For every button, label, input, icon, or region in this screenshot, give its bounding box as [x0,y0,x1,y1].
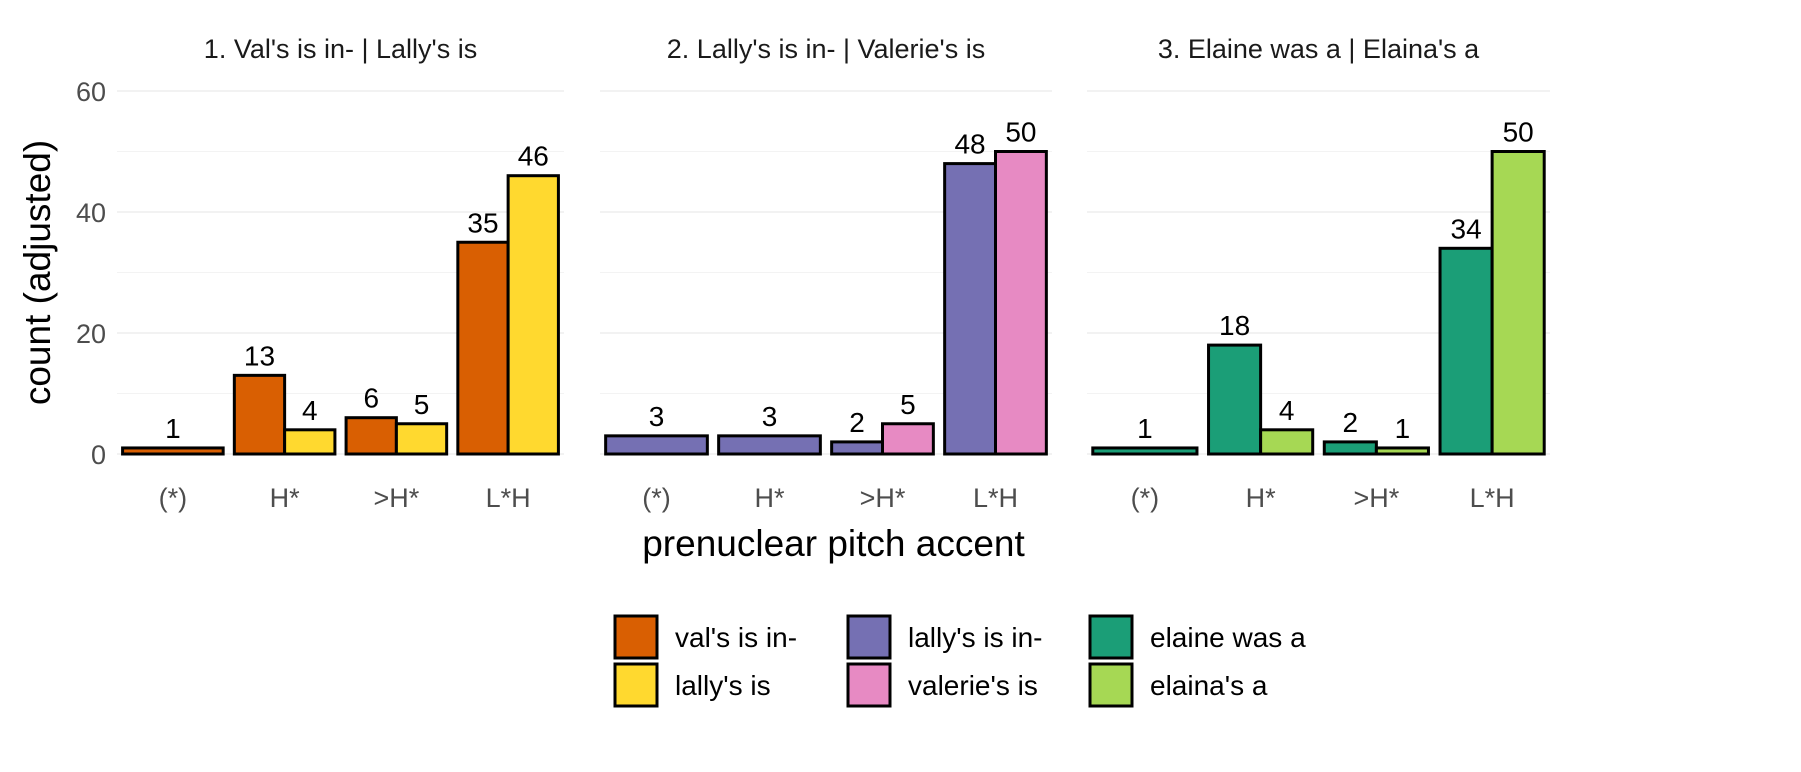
y-tick-label-2: 40 [76,198,106,228]
bar-p1-H*-val's is in- [232,373,287,456]
panel-2-title: 2. Lally's is in- | Valerie's is [667,34,985,64]
y-tick-label-3: 60 [76,77,106,107]
x-tick-label-p3-1: H* [1246,483,1276,513]
bar-p2-L*H-lally's is in- [943,162,998,456]
bar-value-label-p3-2-0: 2 [1343,407,1359,438]
legend-key-val's is in- [613,614,659,660]
bar-p1-(*)-val's is in- [121,446,225,456]
x-tick-label-p3-2: >H* [1353,483,1399,513]
bar-value-label-p3-3-0: 34 [1451,213,1482,244]
bar-p3-H*-elaina's a [1259,428,1315,456]
legend-key-valerie's is [846,662,892,708]
bar-value-label-p3-2-1: 1 [1395,413,1411,444]
x-tick-label-p1-2: >H* [373,483,419,513]
legend-label-1-1: valerie's is [908,670,1038,701]
bar-value-label-p2-3-1: 50 [1005,117,1036,148]
x-tick-label-p3-0: (*) [1131,483,1160,513]
bar-p2-(*)-lally's is in- [604,434,709,456]
bar-value-label-p3-1-1: 4 [1279,395,1295,426]
bar-value-label-p1-2-1: 5 [414,389,430,420]
bar-p2->H*-lally's is in- [830,440,885,456]
bar-p1-L*H-lally's is [506,174,560,456]
x-tick-label-p2-3: L*H [973,483,1018,513]
y-tick-label-1: 20 [76,319,106,349]
x-tick-label-p2-0: (*) [642,483,671,513]
legend-label-2-0: elaine was a [1150,622,1306,653]
y-tick-label-0: 0 [91,440,106,470]
legend-label-0-1: lally's is [675,670,771,701]
y-axis-title: count (adjusted) [17,140,58,405]
bar-p3->H*-elaina's a [1374,446,1430,456]
bar-value-label-p1-2-0: 6 [363,383,379,414]
bar-p1->H*-val's is in- [344,416,398,456]
bar-p2->H*-valerie's is [881,422,935,456]
legend-key-lally's is [613,662,659,708]
x-tick-label-p2-2: >H* [860,483,906,513]
bar-value-label-p2-1-0: 3 [762,401,778,432]
legend-label-1-0: lally's is in- [908,622,1042,653]
x-axis-title: prenuclear pitch accent [642,523,1025,564]
bar-p1->H*-lally's is [394,422,449,456]
legend-label-2-1: elaina's a [1150,670,1268,701]
bar-value-label-p1-1-1: 4 [302,395,318,426]
bar-value-label-p1-1-0: 13 [244,340,275,371]
bar-p3-(*)-elaine was a [1091,446,1199,456]
x-tick-label-p1-0: (*) [159,483,188,513]
legend-key-lally's is in- [846,614,892,660]
bar-p3->H*-elaine was a [1322,440,1378,456]
bar-value-label-p1-3-0: 35 [467,207,498,238]
bar-value-label-p1-3-1: 46 [518,141,549,172]
bar-p1-L*H-val's is in- [456,240,510,456]
legend-key-elaine was a [1088,614,1134,660]
bar-value-label-p3-3-1: 50 [1503,117,1534,148]
bar-value-label-p2-0-0: 3 [649,401,665,432]
x-tick-label-p1-1: H* [270,483,300,513]
bar-value-label-p2-3-0: 48 [954,129,985,160]
x-tick-label-p2-1: H* [754,483,784,513]
bar-value-label-p2-2-0: 2 [849,407,865,438]
legend-label-0-0: val's is in- [675,622,797,653]
bar-p3-H*-elaine was a [1207,343,1263,456]
x-tick-label-p1-3: L*H [486,483,531,513]
bar-p3-L*H-elaine was a [1438,246,1494,456]
bar-p2-L*H-valerie's is [994,150,1048,456]
bar-value-label-p3-1-0: 18 [1219,310,1250,341]
bar-value-label-p1-0-0: 1 [165,413,181,444]
bar-value-label-p3-0-0: 1 [1137,413,1153,444]
bar-value-label-p2-2-1: 5 [900,389,916,420]
bar-p2-H*-lally's is in- [717,434,822,456]
x-tick-label-p3-3: L*H [1470,483,1515,513]
panel-3-title: 3. Elaine was a | Elaina's a [1158,34,1480,64]
legend-key-elaina's a [1088,662,1134,708]
bar-p1-H*-lally's is [283,428,337,456]
bar-p3-L*H-elaina's a [1490,150,1546,456]
panel-1-title: 1. Val's is in- | Lally's is [204,34,477,64]
